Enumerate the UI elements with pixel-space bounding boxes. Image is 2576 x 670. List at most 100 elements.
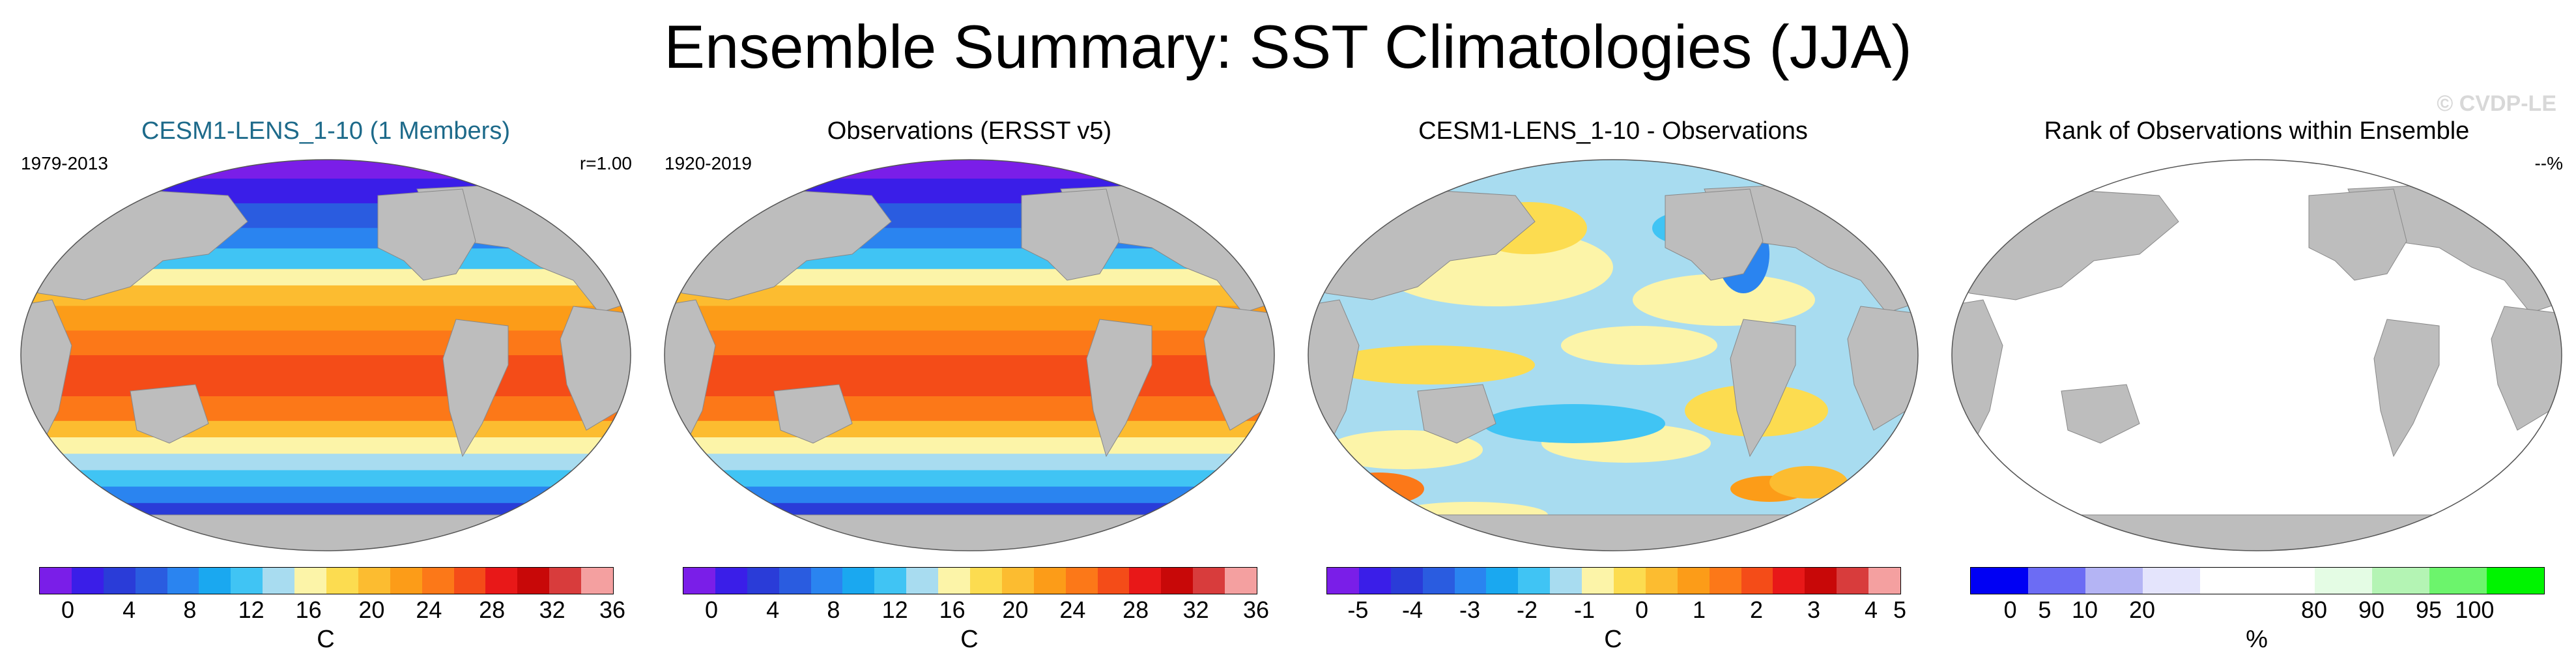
- colorbar: [1326, 567, 1901, 594]
- colorbar-swatch: [938, 568, 971, 594]
- colorbar-swatch: [1161, 568, 1194, 594]
- colorbar-swatch: [810, 568, 843, 594]
- tick-label: 16: [939, 596, 966, 623]
- colorbar-swatch: [906, 568, 939, 594]
- colorbar-swatch: [71, 568, 104, 594]
- tick-label: -4: [1401, 596, 1424, 623]
- tick-label: 4: [766, 596, 780, 623]
- tick-label: 32: [1182, 596, 1209, 623]
- panel-title: CESM1-LENS_1-10 - Observations: [1418, 117, 1808, 145]
- tick-label: 1: [1692, 596, 1706, 623]
- tick-label: 8: [183, 596, 197, 623]
- colorbar-swatch: [231, 568, 263, 594]
- tick-label: 4: [1864, 596, 1878, 623]
- tick-label: 0: [2003, 596, 2017, 623]
- land-mass: [1730, 319, 1796, 458]
- stat-label: r=1.00: [579, 153, 632, 173]
- tick-label: 28: [479, 596, 506, 623]
- tick-label: 80: [2300, 596, 2328, 623]
- colorbar-swatch: [1582, 568, 1614, 594]
- tick-label: 4: [122, 596, 136, 623]
- page-title: Ensemble Summary: SST Climatologies (JJA…: [664, 12, 1912, 81]
- land-mass: [1308, 514, 1918, 551]
- world-map: [20, 159, 631, 551]
- tick-label: 3: [1807, 596, 1821, 623]
- tick-label: 20: [1002, 596, 1029, 623]
- colorbar-swatch: [1033, 568, 1066, 594]
- land-mass: [1021, 188, 1120, 281]
- tick-label: 5: [2038, 596, 2052, 623]
- panel-title: Rank of Observations within Ensemble: [2044, 117, 2470, 145]
- colorbar-ticks: 0 4 8 12 16 20 24 28 32 36: [683, 596, 1269, 629]
- colorbar-swatch: [842, 568, 875, 594]
- land-mass: [1665, 188, 1764, 281]
- colorbar-swatch: [1390, 568, 1423, 594]
- land-mass: [1952, 514, 2562, 551]
- stat-label: --%: [2534, 153, 2563, 173]
- colorbar-swatch: [1677, 568, 1710, 594]
- tick-label: 12: [881, 596, 908, 623]
- land-mass: [1086, 319, 1152, 458]
- colorbar-swatch: [1225, 568, 1257, 594]
- land-mass: [130, 384, 209, 444]
- colorbar-swatch: [2028, 568, 2085, 594]
- unit-label: C: [317, 626, 335, 653]
- map-ocean: [21, 160, 631, 551]
- tick-label: 32: [539, 596, 565, 623]
- colorbar-swatch: [1645, 568, 1678, 594]
- land-mass: [21, 514, 631, 551]
- tick-label: 24: [416, 596, 442, 623]
- map-panel: CESM1-LENS_1-10 - Observations -5 -4 -3 -2 -1…: [1300, 117, 1926, 665]
- tick-label: 24: [1059, 596, 1086, 623]
- map-panel: Rank of Observations within Ensemble --% 0…: [1944, 117, 2569, 665]
- map-ocean: [665, 160, 1274, 551]
- tick-label: -5: [1347, 596, 1369, 623]
- colorbar-swatch: [1709, 568, 1741, 594]
- tick-label: -3: [1459, 596, 1481, 623]
- tick-label: 0: [61, 596, 75, 623]
- colorbar-swatch: [2200, 568, 2257, 594]
- tick-label: 20: [358, 596, 385, 623]
- colorbar-swatch: [683, 568, 715, 594]
- colorbar-swatch: [103, 568, 136, 594]
- land-mass: [2308, 188, 2407, 281]
- colorbar-swatch: [2372, 568, 2429, 594]
- colorbar-swatch: [1097, 568, 1130, 594]
- map-panel: CESM1-LENS_1-10 (1 Members) 1979-2013 r=1.…: [13, 117, 638, 665]
- tick-label: 20: [2128, 596, 2156, 623]
- colorbar-swatch: [581, 568, 614, 594]
- world-map: [1951, 159, 2562, 551]
- colorbar-swatch: [970, 568, 1002, 594]
- colorbar-swatch: [2487, 568, 2544, 594]
- map-ocean: [1952, 160, 2562, 551]
- colorbar-swatch: [779, 568, 811, 594]
- tick-label: 10: [2071, 596, 2098, 623]
- colorbar-swatch: [40, 568, 72, 594]
- colorbar-swatch: [1837, 568, 1869, 594]
- colorbar-swatch: [747, 568, 779, 594]
- unit-label: C: [960, 626, 979, 653]
- colorbar-swatch: [390, 568, 422, 594]
- colorbar-swatch: [1518, 568, 1551, 594]
- colorbar-swatch: [1129, 568, 1162, 594]
- unit-label: C: [1604, 626, 1622, 653]
- colorbar-swatch: [2257, 568, 2315, 594]
- land-mass: [2373, 319, 2440, 458]
- colorbar-swatch: [2085, 568, 2143, 594]
- tick-label: 2: [1749, 596, 1764, 623]
- land-mass: [442, 319, 509, 458]
- map-ocean: [1308, 160, 1918, 551]
- colorbar-swatch: [1486, 568, 1519, 594]
- colorbar-swatch: [2429, 568, 2487, 594]
- tick-label: 36: [599, 596, 626, 623]
- unit-label: %: [2246, 626, 2268, 653]
- tick-label: 36: [1242, 596, 1270, 623]
- map-panel: Observations (ERSST v5) 1920-2019 0 4 8 12 16 2…: [657, 117, 1282, 665]
- colorbar-ticks: 0 4 8 12 16 20 24 28 32 36: [39, 596, 625, 629]
- world-map: [1308, 159, 1919, 551]
- colorbar-swatch: [874, 568, 907, 594]
- colorbar-swatch: [422, 568, 454, 594]
- colorbar-swatch: [263, 568, 295, 594]
- land-mass: [1417, 384, 1496, 444]
- colorbar-swatch: [715, 568, 747, 594]
